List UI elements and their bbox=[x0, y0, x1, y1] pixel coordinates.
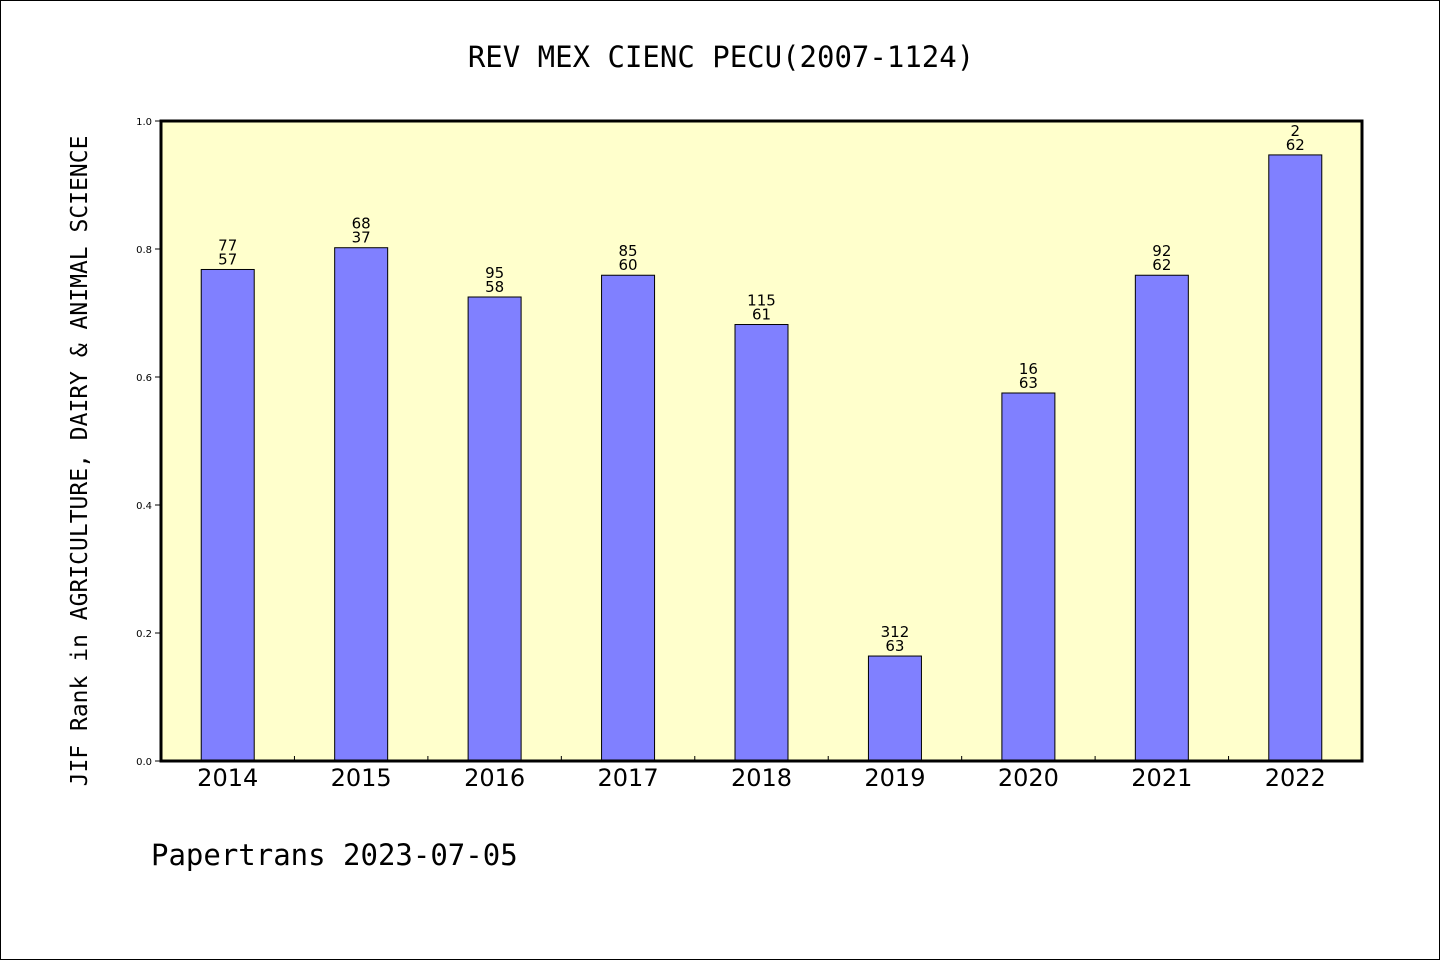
bar-2022 bbox=[1268, 154, 1323, 762]
data-label-bottom-2017: 60 bbox=[619, 256, 638, 274]
bar-2015 bbox=[334, 247, 389, 762]
bars-layer bbox=[200, 154, 1323, 762]
chart-title: REV MEX CIENC PECU(2007-1124) bbox=[468, 40, 974, 74]
data-label-bottom-2020: 63 bbox=[1019, 374, 1038, 392]
x-tick-label-2018: 2018 bbox=[731, 764, 792, 792]
bar-2017 bbox=[601, 274, 656, 762]
x-tick-label-2014: 2014 bbox=[197, 764, 258, 792]
data-label-top-2019: 312 bbox=[881, 623, 910, 641]
data-label-bottom-2016: 58 bbox=[485, 278, 504, 296]
footer-text: Papertrans 2023-07-05 bbox=[151, 838, 518, 872]
y-axis: 0.0 0.2 0.4 0.6 0.8 1.0 bbox=[136, 117, 161, 768]
y-tick-label: 0.2 bbox=[136, 629, 152, 640]
x-tick-label-2022: 2022 bbox=[1265, 764, 1326, 792]
data-label-top-2021: 92 bbox=[1152, 242, 1171, 260]
data-label-top-2014: 77 bbox=[218, 236, 237, 254]
x-tick-label-2021: 2021 bbox=[1131, 764, 1192, 792]
y-tick-label: 0.8 bbox=[136, 245, 152, 256]
x-tick-label-2016: 2016 bbox=[464, 764, 525, 792]
data-label-bottom-2018: 61 bbox=[752, 306, 771, 324]
plot-border bbox=[159, 119, 1364, 763]
bar-2019 bbox=[867, 655, 922, 762]
y-tick-label: 1.0 bbox=[136, 117, 152, 128]
bar-2014 bbox=[200, 268, 255, 762]
bar-2021 bbox=[1134, 274, 1189, 762]
x-tick-label-2015: 2015 bbox=[331, 764, 392, 792]
bar-2018 bbox=[734, 324, 789, 762]
data-label-top-2016: 95 bbox=[485, 264, 504, 282]
bar-2020 bbox=[1001, 392, 1056, 762]
data-label-top-2018: 115 bbox=[747, 292, 776, 310]
y-axis-label: JIF Rank in AGRICULTURE, DAIRY & ANIMAL … bbox=[67, 136, 93, 787]
data-label-bottom-2019: 63 bbox=[885, 637, 904, 655]
y-tick-label: 0.6 bbox=[136, 373, 152, 384]
x-tick-label-2020: 2020 bbox=[998, 764, 1059, 792]
data-label-top-2020: 16 bbox=[1019, 360, 1038, 378]
x-tick-label-2019: 2019 bbox=[864, 764, 925, 792]
y-tick-label: 0.0 bbox=[136, 757, 152, 768]
data-label-bottom-2014: 57 bbox=[218, 250, 237, 268]
bar-2016 bbox=[467, 296, 522, 762]
data-label-top-2015: 68 bbox=[352, 215, 371, 233]
data-label-bottom-2015: 37 bbox=[352, 229, 371, 247]
x-tick-label-2017: 2017 bbox=[598, 764, 659, 792]
data-label-top-2022: 2 bbox=[1291, 122, 1301, 140]
data-label-bottom-2022: 62 bbox=[1286, 136, 1305, 154]
data-label-top-2017: 85 bbox=[619, 242, 638, 260]
x-axis: 2014 2015 2016 2017 2018 2019 2020 2021 2022 bbox=[197, 756, 1326, 792]
y-tick-label: 0.4 bbox=[136, 501, 152, 512]
data-label-bottom-2021: 62 bbox=[1152, 256, 1171, 274]
